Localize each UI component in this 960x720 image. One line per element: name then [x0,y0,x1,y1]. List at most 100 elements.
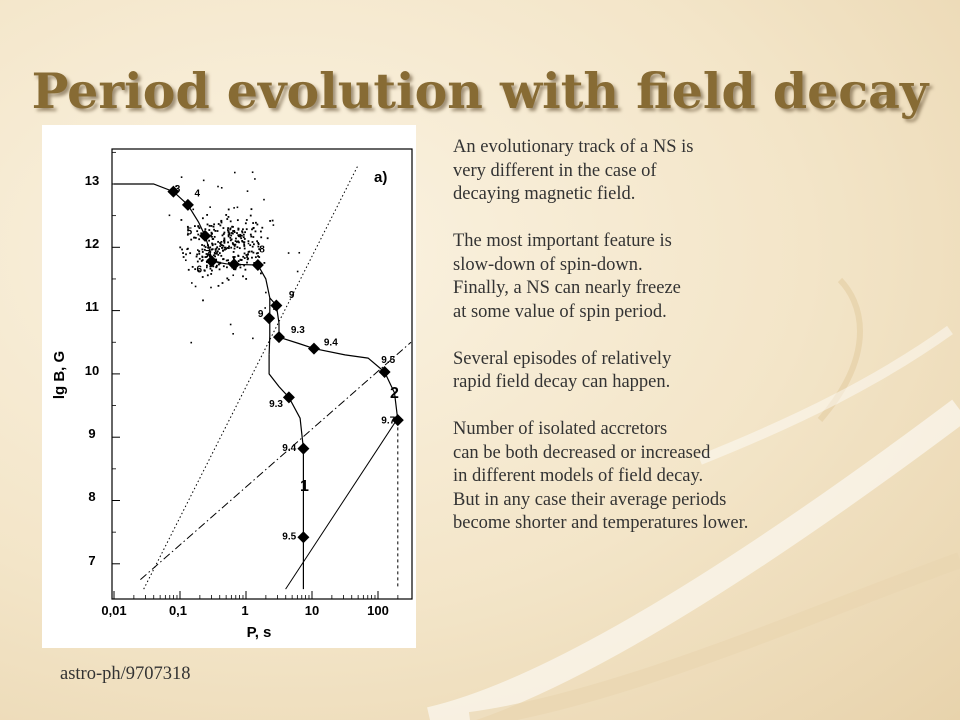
pulsar-dot [245,254,248,256]
track-marker [273,331,285,344]
pulsar-dot [259,230,262,233]
pulsar-dot [243,264,246,267]
pulsar-dot [196,253,199,256]
pulsar-dot [247,251,250,253]
pulsar-dot [209,255,211,258]
pulsar-dot [216,230,219,232]
pulsar-dot [191,265,194,268]
pulsar-dot [237,234,240,237]
slide-title: Period evolution with field decay [31,62,929,120]
pulsar-dot [208,253,210,256]
pulsar-dot [256,223,259,226]
pulsar-dot [217,185,219,188]
pulsar-dot [201,251,204,253]
pulsar-dot [251,171,254,174]
pulsar-dot [252,227,255,230]
pulsar-dot [219,245,222,248]
pulsar-dot [233,207,235,209]
pulsar-dot [232,251,235,253]
axis-ticks [112,151,399,599]
pulsar-dot [209,206,211,208]
pulsar-dot [233,231,236,234]
pulsar-dot [196,230,199,233]
pulsar-dot [249,233,252,236]
pulsar-dot [229,227,232,230]
paragraph-spin-down: The most important feature is slow-down … [453,231,681,322]
pulsar-dot [209,265,212,268]
pulsar-dot [242,275,244,278]
pulsar-dot [237,260,240,262]
pulsar-dot [222,227,225,229]
track-marker [307,342,320,355]
pulsar-dot [244,231,246,234]
pulsar-dot [227,208,230,211]
pulsar-dot [220,254,223,257]
point-label: 9.4 [324,337,338,348]
pulsar-dot [192,208,195,211]
pulsar-dot [214,248,217,251]
pulsar-dot [185,259,187,262]
y-tick-label: 10 [85,363,99,378]
pulsar-dot [211,244,214,247]
pulsar-dot [218,248,220,250]
dotted-reference-line [143,164,359,590]
pulsar-dot [218,268,221,271]
pulsar-dot [251,241,254,243]
y-tick-label: 13 [85,173,99,188]
pulsar-dot [225,214,228,216]
pulsar-dot [226,229,229,231]
pulsar-dot [201,276,204,278]
x-tick-label: 0,01 [101,603,126,618]
pulsar-dot [219,224,222,227]
pulsar-dot [230,246,233,249]
pulsar-dot [225,247,228,250]
pulsar-dot [232,274,235,277]
pulsar-dot [243,257,246,259]
pulsar-dot [221,244,223,247]
pulsar-dot [265,291,267,294]
pulsar-dot [227,278,230,281]
track-marker [282,391,295,404]
pulsar-dot [217,253,220,256]
x-tick-label: 100 [367,603,389,618]
point-label: 9.7 [381,415,395,426]
pulsar-dot [212,265,215,268]
pulsar-dot [244,268,247,271]
pulsar-dot [271,219,274,222]
pulsar-dot [253,243,255,246]
pulsar-dot [243,252,246,255]
pulsar-dot [221,282,224,284]
pulsar-dot [227,235,230,238]
pulsar-dot [215,247,218,250]
y-tick-label: 12 [85,236,99,251]
pulsar-dot [232,333,234,335]
point-label: 4 [195,189,201,200]
pulsar-dot [206,223,209,226]
pulsar-dot [235,237,237,240]
panel-label: a) [374,169,387,186]
pulsar-dot [198,238,201,241]
pulsar-dot [182,252,184,254]
pulsar-dot [213,235,216,238]
dash-dot-reference-line [140,341,412,581]
pulsar-dot [225,259,228,262]
pulsar-dot [222,233,225,235]
pulsar-dot [189,252,192,255]
pulsar-dot [194,285,197,288]
pulsar-dot [196,249,199,251]
pulsar-dot [198,257,201,260]
pulsar-dot [198,252,201,255]
evolution-track-figure: 3 4 5 6 7 8 9 9 9.3 9.4 9.5 9.3 9.4 9.5 9.7 a) 2 1 0,0… [42,125,416,648]
plot-frame [111,148,413,600]
pulsar-dot [234,243,237,246]
pulsar-dot [243,247,246,250]
pulsar-dot [226,266,228,269]
pulsar-dot [246,256,248,258]
pulsar-dot [231,242,234,244]
pulsar-dot [254,256,257,259]
pulsar-dot [223,241,226,244]
pulsar-dot [206,266,208,269]
pulsar-dot [223,231,226,234]
pulsar-dot [206,264,208,267]
pulsar-dot [232,257,235,260]
